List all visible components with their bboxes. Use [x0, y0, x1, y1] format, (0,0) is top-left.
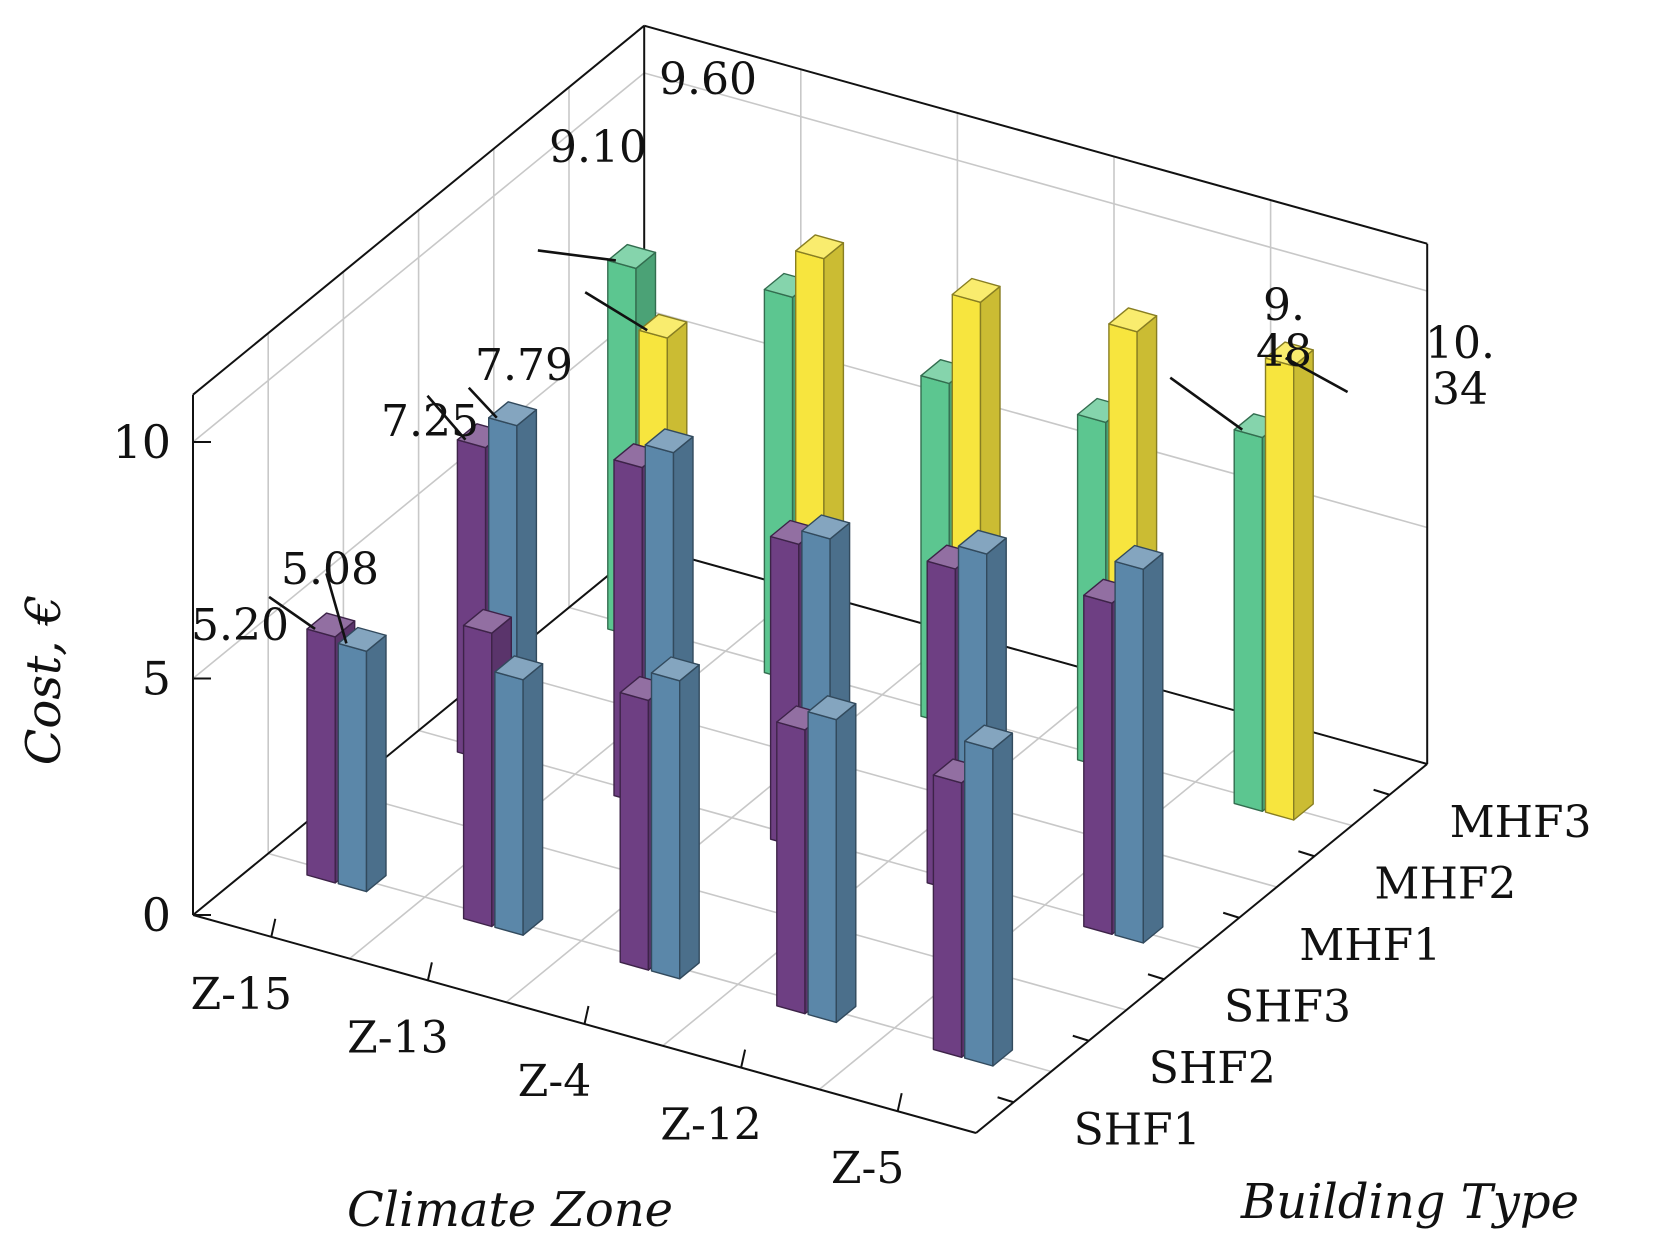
- callout-line: [1284, 356, 1349, 394]
- building-type-tick-label: MHF2: [1374, 858, 1516, 909]
- bar-z-4-shf2: [650, 656, 700, 980]
- callout-line: [1169, 376, 1244, 431]
- bar-z-5-mhf3: [1264, 341, 1314, 821]
- callout-line: [268, 595, 316, 631]
- callout-line: [467, 386, 498, 419]
- bar-z-5-shf2: [964, 724, 1014, 1067]
- data-label: 9. 48: [1256, 280, 1312, 377]
- zone-tick-label: Z-15: [191, 969, 292, 1020]
- bars-group: [306, 234, 1314, 1067]
- bar-z-13-shf2: [494, 655, 544, 936]
- callout-line: [584, 291, 648, 332]
- y-axis-title: Cost, €: [16, 595, 72, 766]
- labels-group: 0 5 10 Z-15 Z-13 Z-4 Z-12 Z-5 SHF1 SHF2 SHF3 MHF1 MH…: [16, 54, 1592, 1238]
- value-tick-label: 10: [112, 415, 171, 469]
- building-type-tick-label: SHF2: [1149, 1043, 1276, 1094]
- building-type-tick-label: SHF1: [1074, 1104, 1201, 1155]
- callout-line: [537, 249, 617, 262]
- zone-tick-label: Z-13: [347, 1012, 448, 1063]
- building-type-tick-label: SHF3: [1224, 981, 1351, 1032]
- callout-line: [325, 573, 348, 644]
- callout-line: [426, 394, 467, 441]
- data-label: 5.20: [191, 600, 289, 651]
- data-label: 7.25: [381, 396, 479, 447]
- value-tick-label: 0: [142, 888, 171, 942]
- building-type-tick-label: MHF3: [1450, 797, 1592, 848]
- data-label: 9.10: [549, 122, 647, 173]
- value-tick-label: 5: [142, 652, 171, 706]
- zone-tick-label: Z-5: [831, 1143, 904, 1194]
- bar-z-15-shf2: [337, 626, 387, 893]
- data-label: 10. 34: [1425, 318, 1495, 415]
- data-label: 9.60: [659, 54, 757, 105]
- z-axis-title: Building Type: [1240, 1174, 1579, 1230]
- data-label: 7.79: [475, 340, 573, 391]
- data-label: 5.08: [281, 544, 379, 595]
- x-axis-title: Climate Zone: [347, 1182, 673, 1238]
- zone-tick-label: Z-12: [660, 1100, 761, 1151]
- bar-z-5-mhf1: [1114, 544, 1164, 944]
- building-type-tick-label: MHF1: [1299, 920, 1441, 971]
- zone-tick-label: Z-4: [518, 1056, 591, 1107]
- bar-z-12-shf2: [807, 695, 857, 1024]
